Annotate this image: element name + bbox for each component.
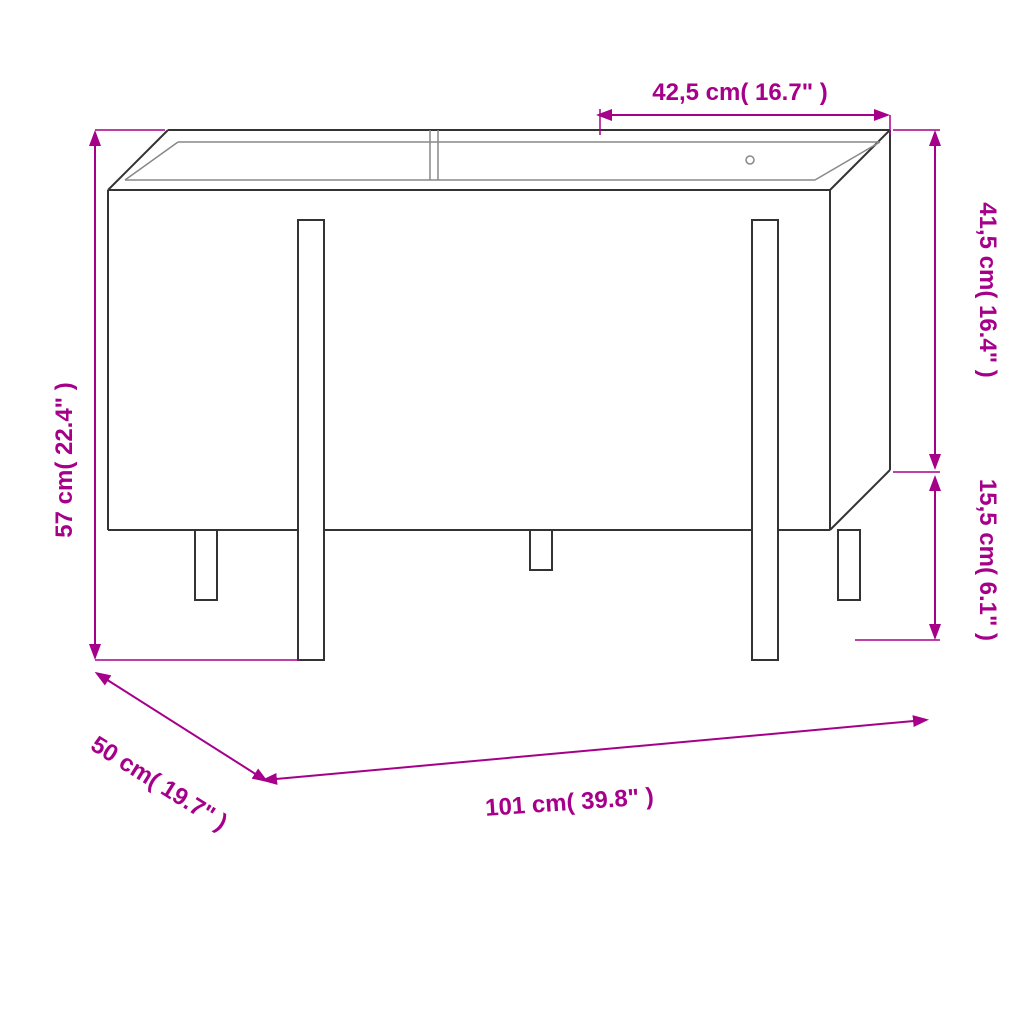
product-edge	[830, 470, 890, 530]
dimension-label-total_height: 57 cm( 22.4" )	[51, 382, 78, 537]
dimension-label-length: 101 cm( 39.8" )	[484, 783, 654, 822]
product-edge	[108, 130, 168, 190]
dimension-label-depth: 50 cm( 19.7" )	[86, 731, 232, 836]
rear-leg	[195, 530, 217, 600]
rear-leg	[838, 530, 860, 600]
dim-length	[265, 720, 925, 780]
product-edge	[815, 142, 880, 180]
dimension-label-top_width: 42,5 cm( 16.7" )	[652, 79, 827, 106]
dimension-label-box_height: 41,5 cm( 16.4" )	[974, 202, 1001, 377]
dimension-label-leg_height: 15,5 cm( 6.1" )	[974, 479, 1001, 641]
front-leg	[298, 220, 324, 660]
product-edge	[830, 130, 890, 190]
hole-mark	[746, 156, 754, 164]
rear-leg	[530, 530, 552, 570]
front-leg	[752, 220, 778, 660]
